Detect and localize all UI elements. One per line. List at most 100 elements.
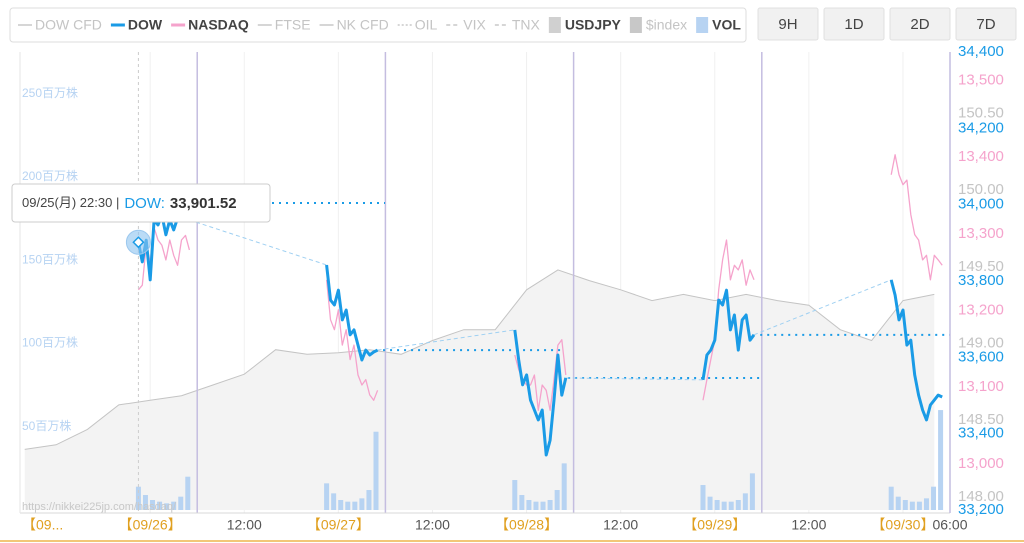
- range-button-label[interactable]: 2D: [910, 16, 929, 33]
- volume-bar: [931, 486, 937, 510]
- x-tick-label: 【09/29】: [683, 517, 746, 533]
- usdjpy-line: [24, 269, 935, 450]
- volume-bar: [178, 496, 184, 510]
- range-button[interactable]: [955, 7, 1017, 41]
- y-tick-label: 34,000: [958, 196, 1004, 213]
- volume-bar: [150, 500, 156, 510]
- y3-tick-label: 148.00: [958, 488, 1004, 505]
- x-tick-label: 06:00: [932, 517, 967, 533]
- legend-label: USDJPY: [565, 17, 622, 33]
- dow-line: [136, 210, 943, 457]
- volume-bar: [547, 500, 553, 510]
- tooltip-text: 09/25(月) 22:30 | DOW: 33,901.52: [22, 195, 237, 212]
- y4-tick-label: 50百万株: [22, 418, 71, 433]
- range-button-label[interactable]: 7D: [976, 16, 995, 33]
- volume-bar: [352, 501, 358, 510]
- y3-tick-label: 149.00: [958, 334, 1004, 351]
- volume-bar: [707, 496, 713, 510]
- volume-bar: [735, 500, 741, 510]
- legend-swatch: [696, 17, 709, 33]
- legend-label: OIL: [415, 17, 438, 33]
- legend-label: NK CFD: [337, 17, 389, 33]
- tooltip: 09/25(月) 22:30 | DOW: 33,901.52: [11, 183, 385, 223]
- volume-bar: [366, 490, 372, 510]
- x-tick-label: 12:00: [415, 517, 450, 533]
- volume-bar: [938, 410, 944, 510]
- range-button-label[interactable]: 9H: [778, 16, 797, 33]
- tooltip-value: 33,901.52: [170, 195, 237, 212]
- y-tick-label: 33,800: [958, 272, 1004, 289]
- tooltip-box: [11, 183, 271, 223]
- y3-tick-label: 150.50: [958, 104, 1004, 121]
- legend-label: DOW CFD: [35, 17, 102, 33]
- legend-swatch: [548, 17, 561, 33]
- watermark: https://nikkei225jp.com/nasdaq/: [22, 501, 177, 513]
- range-button[interactable]: [823, 7, 885, 41]
- x-tick-label: 【09/27】: [307, 517, 370, 533]
- tooltip-time: 09/25(月) 22:30 |: [22, 195, 119, 210]
- range-button[interactable]: [757, 7, 819, 41]
- volume-bar: [185, 476, 191, 510]
- x-tick-label: 【09...: [22, 517, 63, 533]
- legend-label: NASDAQ: [188, 17, 249, 33]
- y2-tick-label: 13,100: [958, 378, 1004, 395]
- x-tick-label: 12:00: [227, 517, 262, 533]
- y4-tick-label: 250百万株: [22, 85, 78, 100]
- volume-bar: [359, 498, 365, 510]
- session-connector: [377, 329, 515, 351]
- y2-tick-label: 13,400: [958, 148, 1004, 165]
- y2-tick-label: 13,300: [958, 225, 1004, 242]
- plot: [19, 52, 951, 513]
- legend-label: $index: [646, 17, 687, 33]
- y4-tick-label: 150百万株: [22, 251, 78, 266]
- volume-bar: [714, 500, 720, 510]
- volume-bar: [742, 493, 748, 510]
- y3-tick-label: 150.00: [958, 181, 1004, 198]
- tooltip-series: DOW:: [124, 195, 165, 212]
- x-tick-label: 【09/28】: [495, 517, 558, 533]
- legend-swatch: [629, 17, 642, 33]
- volume-bar: [324, 483, 330, 510]
- range-buttons: 9H 1D 2D 7D: [757, 7, 1017, 41]
- y3-tick-label: 148.50: [958, 411, 1004, 428]
- range-button-label[interactable]: 1D: [844, 16, 863, 33]
- volume-bar: [895, 496, 901, 510]
- volume-bar: [909, 501, 915, 510]
- y2-tick-label: 13,500: [958, 71, 1004, 88]
- volume-bar: [157, 501, 163, 510]
- x-tick-label: 【09/30】: [871, 517, 934, 533]
- y4-tick-label: 100百万株: [22, 335, 78, 350]
- legend-label: TNX: [512, 17, 541, 33]
- volume-bar: [923, 498, 929, 510]
- session-connector: [565, 377, 704, 381]
- y-tick-label: 34,400: [958, 43, 1004, 60]
- y-tick-label: 34,200: [958, 119, 1004, 136]
- volume-bar: [554, 490, 560, 510]
- volume-bar: [749, 473, 755, 510]
- legend-label: DOW: [128, 17, 163, 33]
- volume-bar: [519, 495, 525, 510]
- y3-tick-label: 149.50: [958, 258, 1004, 275]
- volume-bar: [164, 503, 170, 510]
- y-tick-label: 33,600: [958, 348, 1004, 365]
- range-button[interactable]: [889, 7, 951, 41]
- volume-bar: [345, 501, 351, 510]
- volume-bar: [902, 500, 908, 510]
- volume-bar: [916, 501, 922, 510]
- volume-bar: [888, 486, 894, 510]
- volume-bar: [526, 500, 532, 510]
- legend-label: VIX: [463, 17, 486, 33]
- y-tick-label: 33,400: [958, 425, 1004, 442]
- volume-bar: [540, 501, 546, 510]
- usdjpy-area: [24, 269, 935, 510]
- session-connector: [189, 219, 327, 266]
- volume-bar: [171, 501, 177, 510]
- x-tick-label: 【09/26】: [119, 517, 182, 533]
- nasdaq-line: [137, 154, 943, 411]
- legend-box: [9, 7, 747, 43]
- volume-bar: [373, 431, 379, 510]
- x-tick-label: 12:00: [603, 517, 638, 533]
- volume-bar: [512, 480, 518, 510]
- y4-tick-label: 200百万株: [22, 168, 78, 183]
